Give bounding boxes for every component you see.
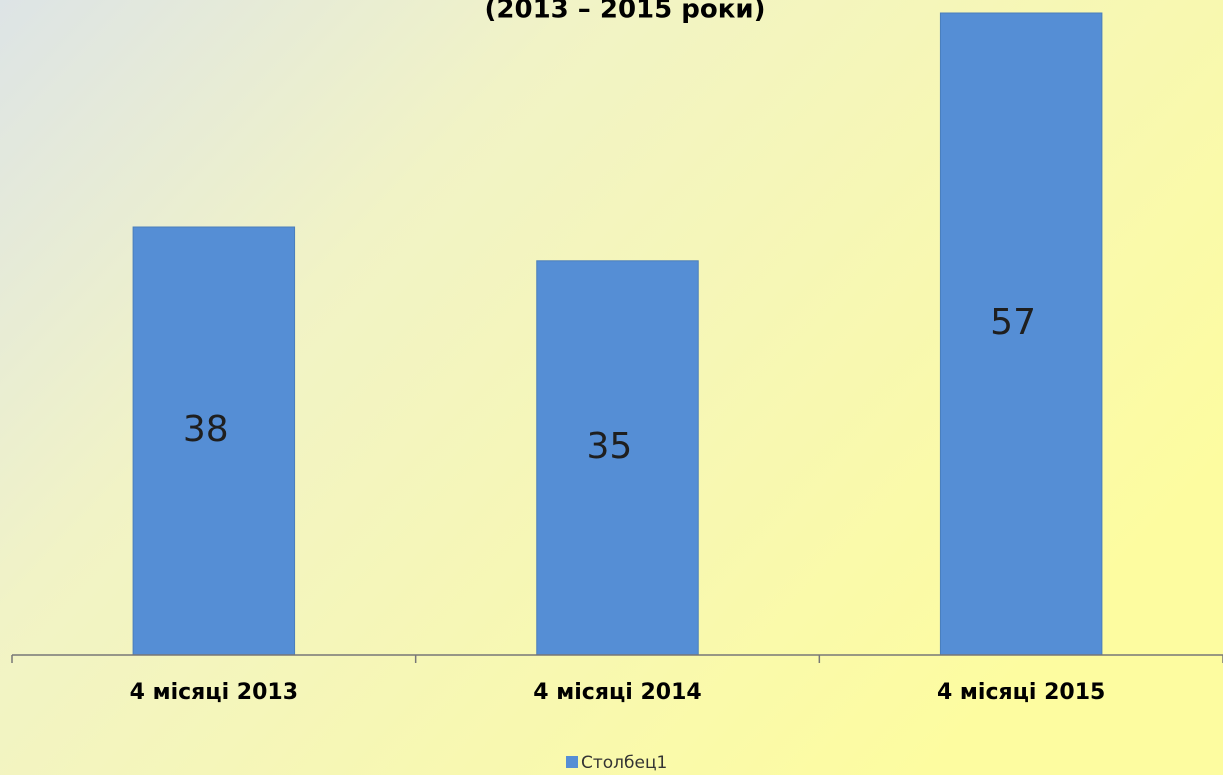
bar — [536, 260, 699, 656]
data-label: 57 — [990, 302, 1036, 343]
x-tick-label: 4 місяці 2015 — [937, 680, 1105, 705]
legend-swatch — [566, 756, 578, 768]
x-tick-label: 4 місяці 2014 — [533, 680, 701, 705]
bar — [939, 12, 1103, 656]
data-label: 35 — [587, 426, 633, 467]
bar — [132, 226, 296, 656]
legend-label: Столбец1 — [581, 753, 667, 773]
data-label: 38 — [183, 409, 229, 450]
x-tick-label: 4 місяці 2013 — [130, 680, 298, 705]
chart-title: (2013 – 2015 роки) — [485, 0, 766, 25]
